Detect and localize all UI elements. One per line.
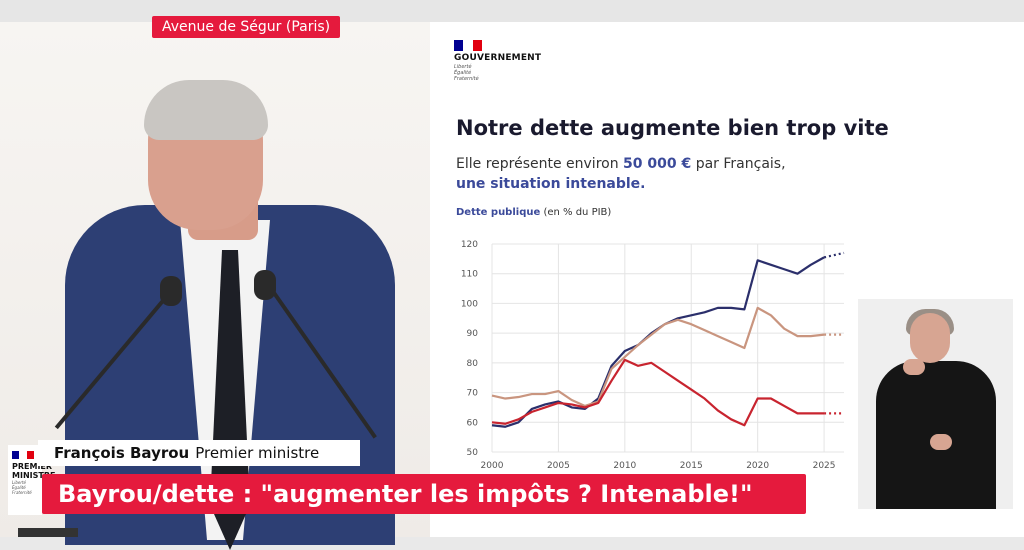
bug-text-line: MINISTRE [12, 471, 56, 480]
motto-line: Liberté [12, 480, 27, 485]
motto-line: Liberté [454, 64, 472, 70]
y-tick-label: 110 [461, 270, 478, 280]
subtitle-prefix: Elle représente environ [456, 156, 619, 172]
location-tag: Avenue de Ségur (Paris) [152, 16, 341, 38]
sign-interpreter-inset [858, 299, 1013, 509]
channel-bug: PREMIER MINISTRE Liberté Égalité Fratern… [8, 445, 56, 515]
x-tick-label: 2005 [547, 461, 570, 471]
interpreter-hand-icon [930, 434, 952, 450]
x-tick-label: 2025 [813, 461, 836, 471]
interpreter-hand-icon [903, 359, 925, 375]
y-tick-label: 70 [467, 389, 479, 399]
flag-white-stripe [19, 451, 27, 459]
bug-text-line: PREMIER [12, 462, 53, 471]
y-tick-label: 60 [467, 418, 479, 428]
slide-subtitle: Elle représente environ 50 000 € par Fra… [456, 154, 786, 194]
microphone-left-icon [160, 276, 182, 306]
flag-red-stripe [26, 451, 34, 459]
y-axis-title-bold: Dette publique [456, 207, 541, 218]
x-tick-label: 2015 [680, 461, 703, 471]
french-flag-icon [454, 40, 482, 51]
speaker-name-plate: François Bayrou Premier ministre [38, 440, 360, 466]
y-tick-label: 50 [467, 448, 479, 458]
flag-red-stripe [472, 40, 482, 51]
debt-line-chart: 50 60 70 80 90 100 110 120 2000 2005 2010 2015 2020 2… [461, 240, 845, 471]
flag-blue-stripe [454, 40, 464, 51]
y-tick-label: 80 [467, 359, 479, 369]
speaker-name: François Bayrou [54, 444, 190, 462]
bug-flag-icon [12, 451, 34, 459]
subtitle-amount: 50 000 € [623, 156, 692, 172]
motto-line: Égalité [12, 485, 26, 490]
y-tick-label: 100 [461, 299, 478, 309]
slide-title: Notre dette augmente bien trop vite [456, 116, 889, 140]
x-tick-label: 2000 [481, 461, 504, 471]
y-tick-label: 120 [461, 240, 478, 250]
series-projection [823, 251, 845, 259]
motto-line: Fraternité [12, 490, 32, 495]
bug-motto: Liberté Égalité Fraternité [12, 480, 42, 495]
motto-line: Fraternité [454, 76, 479, 82]
series-line [491, 358, 825, 427]
y-axis-title: Dette publique (en % du PIB) [456, 207, 611, 218]
speaker-hair [144, 80, 268, 140]
bug-text: PREMIER MINISTRE [12, 462, 56, 480]
x-tick-label: 2010 [613, 461, 636, 471]
subtitle-suffix: par Français, [695, 156, 786, 172]
speaker-figure [40, 80, 400, 550]
speaker-role: Premier ministre [195, 444, 320, 462]
subtitle-line2: une situation intenable. [456, 176, 646, 192]
interpreter-head [910, 313, 950, 363]
flag-blue-stripe [12, 451, 20, 459]
government-logo: GOUVERNEMENT Liberté Égalité Fraternité [454, 40, 541, 82]
flag-white-stripe [463, 40, 473, 51]
microphone-right-icon [254, 270, 276, 300]
government-motto: Liberté Égalité Fraternité [454, 64, 541, 82]
series-line [491, 306, 825, 408]
motto-line: Égalité [454, 70, 472, 76]
footer-strip [18, 528, 78, 537]
y-tick-label: 90 [467, 329, 479, 339]
y-axis-title-unit: (en % du PIB) [543, 207, 612, 218]
x-tick-label: 2020 [746, 461, 769, 471]
government-name: GOUVERNEMENT [454, 53, 542, 63]
news-headline-banner: Bayrou/dette : "augmenter les impôts ? I… [42, 474, 806, 514]
